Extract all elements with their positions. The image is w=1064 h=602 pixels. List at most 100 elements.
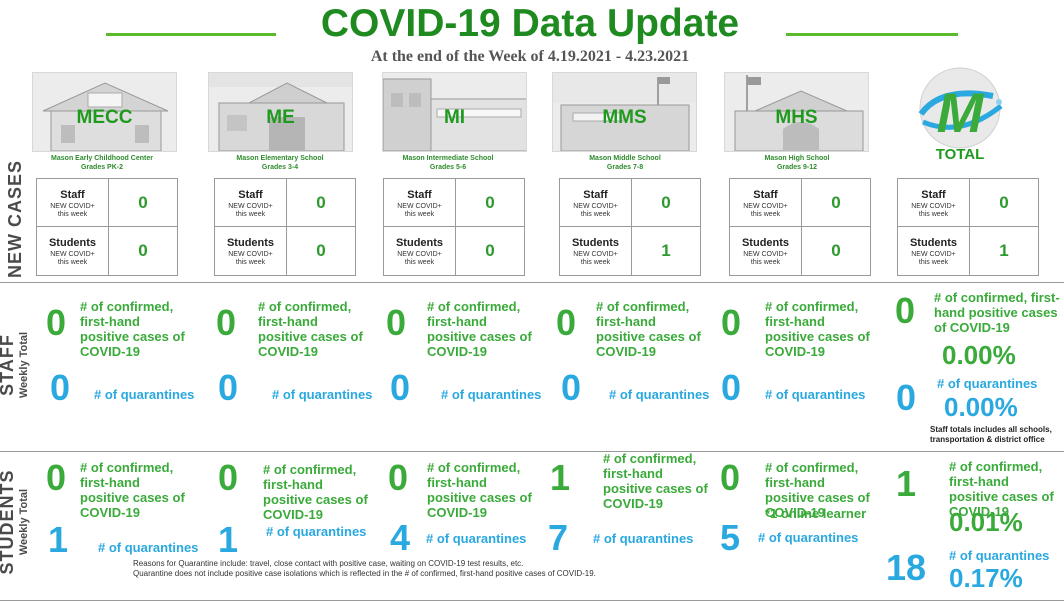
row-label: Staff [238,189,263,201]
row-label: Staff [407,189,432,201]
school-grades: Grades 5-6 [429,164,467,171]
student-confirmed-label: # of confirmed, first-hand positive case… [80,460,185,520]
school-name: Mason Middle School Grades 7-8 [550,154,700,172]
school-grades: Grades PK-2 [80,164,124,171]
school-name-text: Mason High School [764,155,830,162]
new-cases-table-mecc: Staff NEW COVID+ this week 0 Students NEW C… [36,178,178,276]
row-sublabel: NEW COVID+ this week [397,251,442,266]
total-student-confirmed-label: # of confirmed, first-hand positive case… [949,459,1054,519]
divider [0,282,1064,283]
school-name-text: Mason Intermediate School [402,155,494,162]
total-staff-quarantines-pct: 0.00% [944,392,1018,422]
student-confirmed-value: 0 [46,457,67,498]
student-quarantines-label: # of quarantines [266,524,367,539]
row-label: Students [226,237,275,249]
total-student-quarantines-pct: 0.17% [949,563,1023,593]
row-label: Students [741,237,790,249]
school-name-text: Mason Middle School [589,155,661,162]
table-row: Staff NEW COVID+ this week 0 [37,179,177,227]
row-sublabel: NEW COVID+ this week [573,251,618,266]
row-label-cell: Staff NEW COVID+ this week [37,179,109,227]
row-sublabel: NEW COVID+ this week [911,203,956,218]
student-confirmed-label: # of confirmed, first-hand positive case… [427,460,532,520]
staff-confirmed-label: # of confirmed, first-hand positive case… [765,299,870,359]
school-name-text: Mason Early Childhood Center [51,155,153,162]
staff-confirmed-label: # of confirmed, first-hand positive case… [258,299,363,359]
school-code: MI [443,107,466,128]
staff-note-line: transportation & district office [930,435,1045,444]
staff-quarantines-label: # of quarantines [765,387,866,402]
school-name: Mason Intermediate School Grades 5-6 [373,154,523,172]
student-quarantines-label: # of quarantines [98,540,199,555]
staff-quarantines-value: 0 [218,367,239,408]
row-sublabel: NEW COVID+ this week [228,251,273,266]
row-sublabel: NEW COVID+ this week [743,203,788,218]
new-students-value: 0 [485,241,495,260]
student-quarantines-value: 1 [48,519,69,560]
total-label: TOTAL [935,146,985,163]
new-cases-table-total: Staff NEW COVID+ this week 0 Students NEW C… [897,178,1039,276]
new-students-value: 1 [999,241,1009,260]
student-confirmed-value: 0 [388,457,409,498]
school-name: Mason Early Childhood Center Grades PK-2 [27,154,177,172]
staff-quarantines-label: # of quarantines [94,387,195,402]
section-label-text: NEW CASES [5,160,25,279]
school-grades: Grades 9-12 [776,164,818,171]
section-sublabel: Weekly Total [18,488,30,556]
staff-quarantines-label: # of quarantines [441,387,542,402]
new-staff-value: 0 [485,193,495,212]
section-label-students: STUDENTS Weekly Total [0,462,40,582]
new-cases-table-mhs: Staff NEW COVID+ this week 0 Students NEW C… [729,178,871,276]
staff-confirmed-value: 0 [216,302,237,343]
title-rule-right [786,33,958,36]
building-sketch [383,78,526,151]
new-staff-value: 0 [138,193,148,212]
page-title: COVID-19 Data Update [320,2,740,45]
table-row: Students NEW COVID+ this week 1 [898,227,1038,275]
row-label: Students [395,237,444,249]
page-subtitle: At the end of the Week of 4.19.2021 - 4.… [370,48,690,65]
school-name: Mason High School Grades 9-12 [722,154,872,172]
total-student-quarantines-value: 18 [886,547,927,588]
new-students-value: 0 [831,241,841,260]
new-students-value: 0 [138,241,148,260]
table-row: Staff NEW COVID+ this week 0 [384,179,524,227]
total-student-confirmed-pct: 0.01% [949,507,1023,537]
table-row: Students NEW COVID+ this week 0 [215,227,355,275]
student-note: *1 online learner [765,506,867,521]
student-quarantines-label: # of quarantines [593,531,694,546]
row-label-cell: Students NEW COVID+ this week [384,227,456,275]
row-label-cell: Staff NEW COVID+ this week [215,179,287,227]
new-staff-value: 0 [999,193,1009,212]
row-label-cell: Staff NEW COVID+ this week [560,179,632,227]
row-sublabel: NEW COVID+ this week [743,251,788,266]
student-quarantines-value: 7 [548,517,569,558]
staff-quarantines-label: # of quarantines [272,387,373,402]
staff-quarantines-label: # of quarantines [609,387,710,402]
school-photo-mi: MI [382,72,527,152]
staff-confirmed-value: 0 [556,302,577,343]
divider [0,451,1064,452]
row-sublabel: NEW COVID+ this week [50,251,95,266]
total-student-confirmed-value: 1 [896,463,917,504]
total-staff-confirmed-label: # of confirmed, first-hand positive case… [934,290,1060,335]
staff-confirmed-label: # of confirmed, first-hand positive case… [596,299,701,359]
student-quarantines-value: 1 [218,519,239,560]
building-sketch [209,73,352,151]
row-label: Staff [921,189,946,201]
footer-line: Reasons for Quarantine include: travel, … [133,559,524,568]
row-label-cell: Staff NEW COVID+ this week [384,179,456,227]
new-staff-value: 0 [316,193,326,212]
school-code: ME [266,107,295,128]
student-confirmed-label: # of confirmed, first-hand positive case… [765,460,870,520]
building-sketch [42,82,169,151]
school-photo-mhs: MHS [724,72,869,152]
student-confirmed-label: # of confirmed, first-hand positive case… [263,462,368,522]
footer-note: Reasons for Quarantine include: travel, … [133,559,596,579]
row-label-cell: Staff NEW COVID+ this week [730,179,802,227]
staff-quarantines-value: 0 [390,367,411,408]
total-staff-confirmed-value: 0 [895,290,916,331]
section-label-text: STUDENTS [0,469,17,575]
total-student-quarantines-label: # of quarantines [949,548,1050,563]
school-grades: Grades 7-8 [606,164,644,171]
